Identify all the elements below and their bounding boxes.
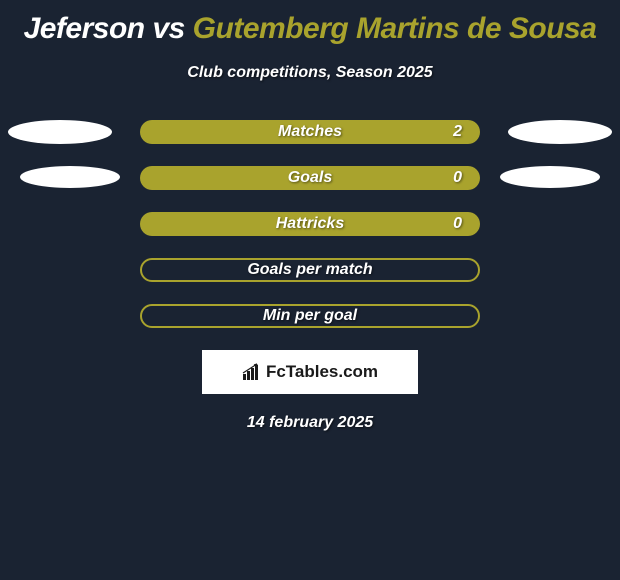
left-ellipse-2 — [20, 166, 120, 188]
player2-name: Gutemberg Martins de Sousa — [193, 12, 597, 45]
stat-value: 2 — [453, 123, 462, 141]
date-text: 14 february 2025 — [0, 414, 620, 432]
stat-value: 0 — [453, 169, 462, 187]
brand-text: FcTables.com — [266, 362, 378, 382]
stat-bar: Hattricks 0 — [140, 212, 480, 236]
left-ellipse-1 — [8, 120, 112, 144]
stat-label: Matches — [278, 123, 342, 141]
stat-rows: Matches 2 Goals 0 Hattricks 0 Goals per … — [0, 120, 620, 328]
stat-bar: Min per goal — [140, 304, 480, 328]
chart-icon — [242, 363, 262, 381]
stat-row-goals-per-match: Goals per match — [0, 258, 620, 282]
stat-bar: Goals 0 — [140, 166, 480, 190]
player1-name: Jeferson — [24, 12, 145, 45]
right-ellipse-1 — [508, 120, 612, 144]
stat-row-goals: Goals 0 — [0, 166, 620, 190]
brand-box: FcTables.com — [202, 350, 418, 394]
right-ellipse-2 — [500, 166, 600, 188]
comparison-title: Jeferson vs Gutemberg Martins de Sousa — [0, 0, 620, 46]
stat-bar: Matches 2 — [140, 120, 480, 144]
stat-bar: Goals per match — [140, 258, 480, 282]
stat-label: Goals per match — [247, 261, 372, 279]
stat-label: Hattricks — [276, 215, 344, 233]
stat-row-hattricks: Hattricks 0 — [0, 212, 620, 236]
stat-label: Goals — [288, 169, 332, 187]
stat-row-matches: Matches 2 — [0, 120, 620, 144]
stat-label: Min per goal — [263, 307, 357, 325]
stat-value: 0 — [453, 215, 462, 233]
stat-row-min-per-goal: Min per goal — [0, 304, 620, 328]
vs-text: vs — [145, 12, 193, 45]
subtitle: Club competitions, Season 2025 — [0, 64, 620, 82]
